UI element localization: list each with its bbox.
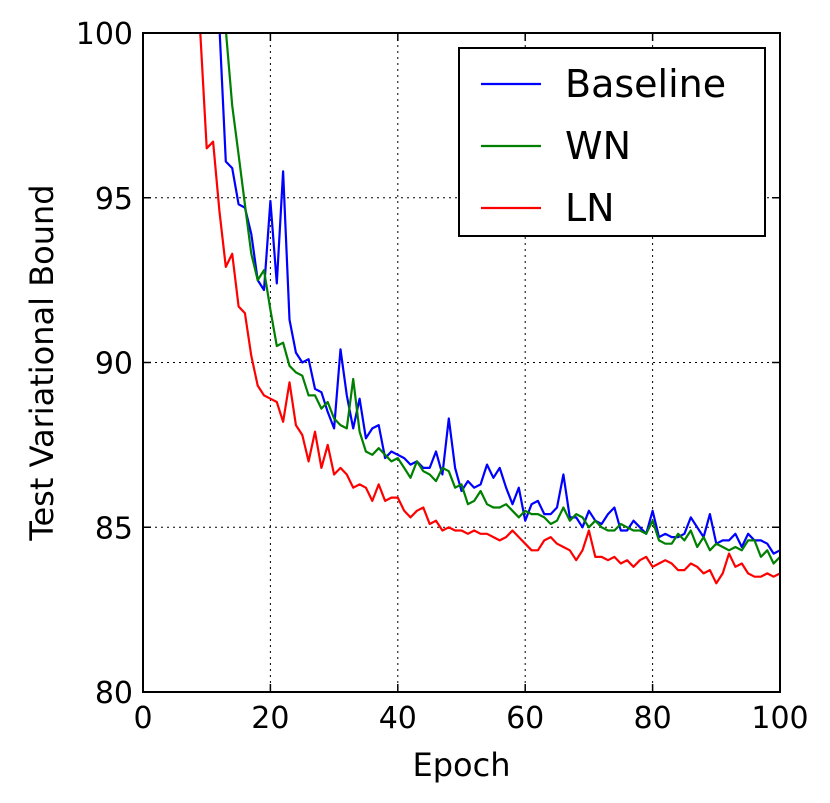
legend-box bbox=[458, 47, 766, 237]
x-axis-label: Epoch bbox=[413, 746, 511, 784]
y-tick-label: 100 bbox=[76, 17, 133, 52]
legend-label-baseline: Baseline bbox=[565, 62, 726, 106]
series-line-baseline bbox=[218, 33, 780, 555]
y-tick-label: 85 bbox=[95, 511, 133, 546]
x-tick-label: 0 bbox=[133, 701, 152, 736]
x-tick-label: 80 bbox=[634, 701, 672, 736]
x-tick-label: 20 bbox=[251, 701, 289, 736]
axis-ticks: 0 20 40 60 80 100 80 85 90 95 100 bbox=[76, 17, 809, 736]
legend-label-wn: WN bbox=[565, 124, 631, 168]
x-tick-label: 40 bbox=[379, 701, 417, 736]
plot-series bbox=[199, 33, 780, 585]
legend: Baseline WN LN bbox=[458, 47, 766, 237]
y-tick-label: 95 bbox=[95, 182, 133, 217]
x-tick-label: 60 bbox=[506, 701, 544, 736]
legend-label-ln: LN bbox=[565, 186, 615, 230]
y-tick-label: 90 bbox=[95, 347, 133, 382]
x-tick-label: 100 bbox=[751, 701, 808, 736]
series-line-wn bbox=[224, 33, 780, 565]
y-axis-label: Test Variational Bound bbox=[23, 184, 61, 541]
y-tick-label: 80 bbox=[95, 676, 133, 711]
series-line-ln bbox=[199, 33, 780, 585]
